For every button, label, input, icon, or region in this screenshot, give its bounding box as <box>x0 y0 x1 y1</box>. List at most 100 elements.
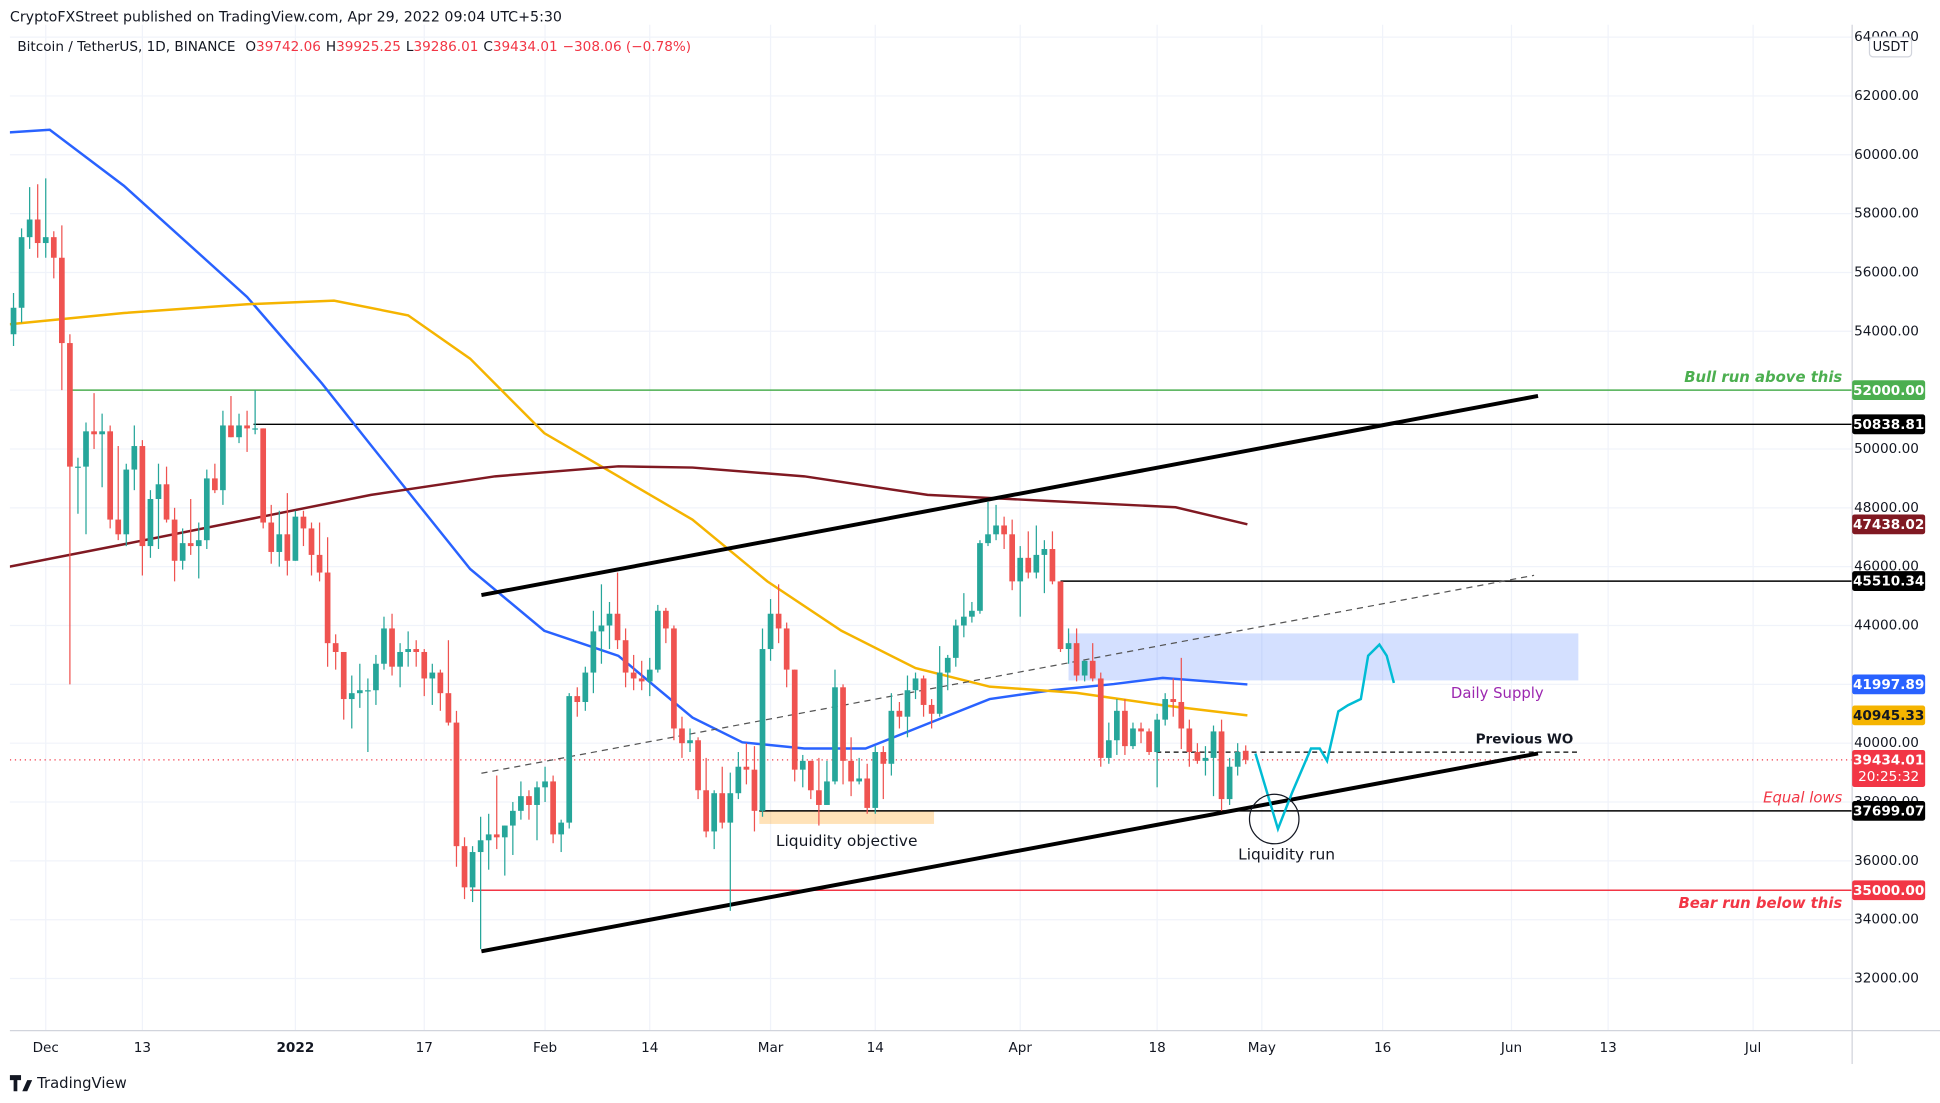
candle-body <box>1226 766 1233 800</box>
currency: USDT <box>1873 40 1909 55</box>
candle-body <box>300 516 307 529</box>
y-tick-label: 36000.00 <box>1854 853 1919 869</box>
candle-body <box>332 643 339 652</box>
candle-body <box>928 704 935 714</box>
level-price-tag: 37699.07 <box>1853 803 1924 819</box>
candle-body <box>453 722 460 847</box>
candle-body <box>993 525 999 535</box>
candle-body <box>526 796 532 805</box>
level-price-tag: 50838.81 <box>1853 417 1924 433</box>
candle-body <box>1146 731 1152 753</box>
candle-body <box>920 678 927 705</box>
projection-label: Liquidity run <box>1238 845 1335 863</box>
y-tick-label: 40000.00 <box>1854 735 1919 751</box>
candle-body <box>187 543 194 547</box>
moving-average <box>9 299 1248 717</box>
candle-body <box>1009 534 1016 582</box>
candle-body <box>1122 710 1128 747</box>
y-tick-label: 34000.00 <box>1854 912 1919 928</box>
candle-body <box>1033 554 1040 573</box>
candle-body <box>872 752 879 808</box>
x-tick-label: 16 <box>1374 1040 1391 1056</box>
x-tick-label: 13 <box>1599 1040 1616 1056</box>
candle-body <box>244 425 250 429</box>
candle-body <box>10 307 17 335</box>
candle-body <box>816 790 822 805</box>
y-tick-label: 50000.00 <box>1854 441 1919 457</box>
candle-body <box>308 528 315 555</box>
level-price-tag-bg <box>1852 414 1926 435</box>
x-tick-label: Dec <box>33 1040 59 1056</box>
moving-average <box>9 465 1248 568</box>
candle-body <box>832 687 838 782</box>
x-tick-label: 2022 <box>276 1040 314 1056</box>
candle-body <box>461 846 468 888</box>
candle-body <box>654 610 661 670</box>
candle-body <box>195 540 202 547</box>
candle-body <box>936 672 943 714</box>
candle-body <box>743 766 750 770</box>
x-tick-label: Mar <box>758 1040 784 1056</box>
candle-body <box>727 793 734 823</box>
ohlc-value: 39434.01 <box>493 39 558 55</box>
candle-body <box>1025 557 1032 573</box>
candle-body <box>203 478 210 541</box>
candle-body <box>1001 525 1007 535</box>
candle-body <box>59 257 65 344</box>
candle-body <box>1218 731 1225 800</box>
symbol-legend: Bitcoin / TetherUS, 1D, BINANCE O39742.06… <box>17 39 691 55</box>
candle-body <box>518 796 524 811</box>
candle-body <box>904 690 911 717</box>
candle-body <box>1234 752 1241 767</box>
candle-body <box>75 466 81 468</box>
candle-body <box>663 610 669 629</box>
candle-body <box>977 543 983 611</box>
candle-body <box>759 649 766 811</box>
candle-body <box>590 631 597 673</box>
candle-body <box>864 778 871 808</box>
candle-body <box>147 498 154 547</box>
candle-body <box>1017 557 1024 582</box>
candle-body <box>1154 719 1160 753</box>
candle-body <box>1049 549 1056 582</box>
candle-body <box>42 237 49 244</box>
publisher: CryptoFXStreet published on TradingView.… <box>10 9 562 25</box>
y-tick-label: 56000.00 <box>1854 264 1919 280</box>
candle-body <box>139 446 146 547</box>
current-price-tag-bg <box>1852 749 1926 788</box>
x-tick-label: 18 <box>1148 1040 1165 1056</box>
candle-body <box>493 834 500 838</box>
candle-body <box>1073 643 1080 676</box>
candle-body <box>260 428 267 523</box>
candle-body <box>630 672 637 679</box>
previous-wo-label: Previous WO <box>1476 732 1574 748</box>
ohlc-key: O <box>245 39 256 55</box>
ma-price-tag: 40945.33 <box>1853 708 1924 724</box>
candle-body <box>679 728 685 744</box>
candle-body <box>912 678 919 691</box>
candle-body <box>622 640 629 673</box>
candle-body <box>775 613 782 629</box>
candle-body <box>566 696 573 823</box>
level-price-tag-bg <box>1852 800 1926 821</box>
level-note: Bear run below this <box>1678 895 1842 912</box>
ohlc-value: 39742.06 <box>256 39 321 55</box>
candle-body <box>421 651 428 679</box>
candle-body <box>888 710 895 764</box>
candle-body <box>510 810 516 826</box>
candle-body <box>719 793 726 823</box>
footer: TradingView <box>9 1075 127 1092</box>
level-price-tag: 45510.34 <box>1853 574 1924 590</box>
candle-body <box>944 657 951 673</box>
candle-body <box>824 781 830 805</box>
candle-body <box>1194 752 1201 761</box>
candle-body <box>856 778 862 782</box>
candle-body <box>1242 750 1249 760</box>
candle-body <box>1186 728 1193 753</box>
y-tick-label: 44000.00 <box>1854 618 1919 634</box>
plot-layer: Daily Supply Liquidity objective Bull run … <box>9 128 1853 954</box>
candle-body <box>131 446 138 470</box>
trendline <box>481 751 1539 954</box>
current-price-tag: 39434.01 <box>1853 752 1924 768</box>
candle-body <box>614 613 621 641</box>
